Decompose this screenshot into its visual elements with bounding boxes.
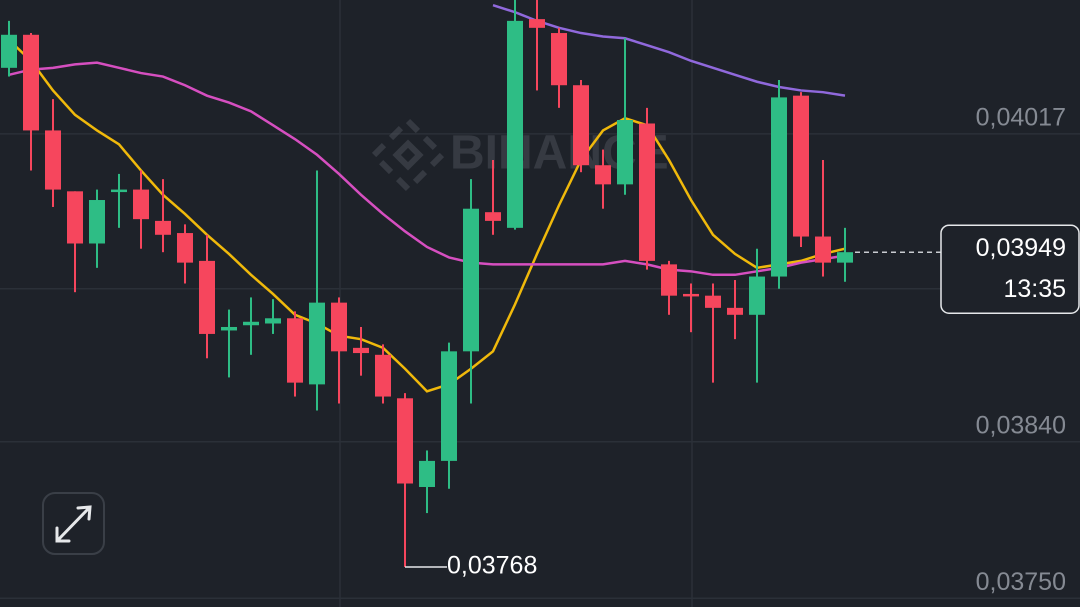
candle-body	[749, 276, 765, 315]
grid	[0, 133, 1080, 600]
candle-body	[507, 20, 523, 228]
candle-body	[771, 97, 787, 277]
watermark-text: BINANCE	[450, 127, 669, 180]
candle-body	[199, 260, 215, 334]
axis: 0,040170,039280,038400,037500,037680,039…	[405, 104, 1080, 596]
candle-body	[463, 208, 479, 352]
candle-body	[353, 347, 369, 354]
plot	[1, 0, 853, 567]
candle-body	[397, 398, 413, 484]
candle-body	[45, 130, 61, 190]
candle-body	[639, 123, 655, 261]
candle-body	[595, 165, 611, 185]
countdown-label: 13:35	[1003, 275, 1066, 303]
y-tick-label: 0,04017	[976, 104, 1066, 132]
candle-body	[661, 264, 677, 296]
candle-body	[617, 120, 633, 185]
y-tick-label: 0,03750	[976, 568, 1066, 596]
candle-body	[529, 19, 545, 28]
moving-average-line	[8, 39, 846, 393]
y-tick-label: 0,03840	[976, 411, 1066, 439]
candle-body	[265, 318, 281, 324]
candle-body	[111, 189, 127, 193]
candle-body	[573, 85, 589, 166]
candle-body	[243, 321, 259, 326]
candle-body	[793, 95, 809, 237]
expand-button[interactable]	[42, 492, 105, 555]
current-price-box	[940, 224, 1080, 314]
candle-body	[375, 354, 391, 397]
candle-body	[89, 200, 105, 244]
candle-body	[23, 34, 39, 131]
candle-body	[309, 302, 325, 385]
candle-body	[837, 252, 853, 263]
candle-body	[551, 33, 567, 86]
candle-body	[331, 302, 347, 352]
current-price-label: 0,03949	[976, 234, 1066, 262]
candle-body	[287, 318, 303, 383]
low-marker-label: 0,03768	[447, 552, 537, 580]
moving-average-line	[492, 4, 846, 97]
candle-body	[67, 191, 83, 244]
candle-body	[1, 34, 17, 68]
candle-body	[815, 236, 831, 263]
candle-body	[133, 189, 149, 220]
expand-icon	[55, 505, 92, 543]
candle-body	[419, 460, 435, 487]
candle-body	[441, 351, 457, 461]
candle-body	[177, 233, 193, 263]
moving-average-line	[8, 61, 846, 277]
candle-body	[485, 212, 501, 221]
candle-body	[221, 326, 237, 331]
candle-body	[683, 293, 699, 297]
candle-body	[155, 220, 171, 235]
candle-body	[705, 295, 721, 308]
candle-body	[727, 307, 743, 315]
